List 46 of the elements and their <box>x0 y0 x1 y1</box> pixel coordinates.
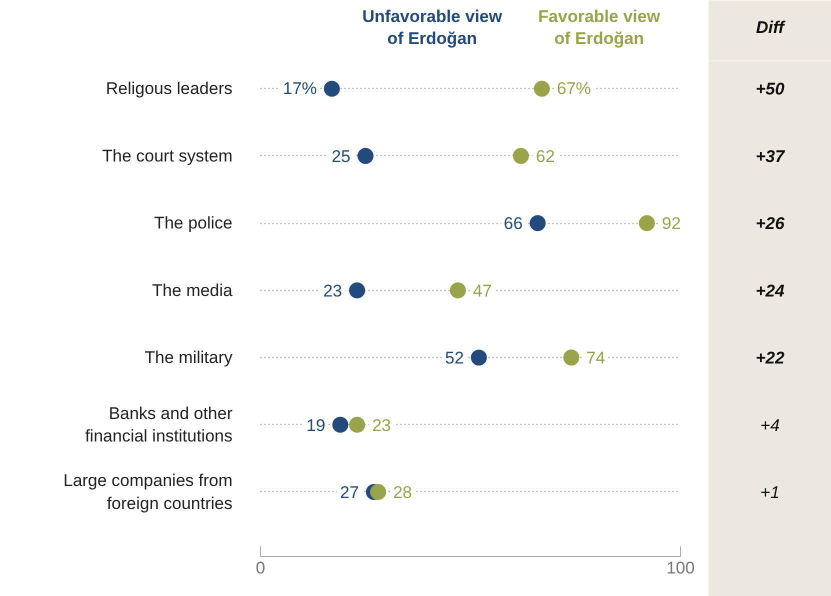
data-label: 74 <box>586 348 606 368</box>
point <box>370 484 386 500</box>
y-tick-label: The court system <box>102 146 233 166</box>
data-label: 52 <box>444 348 464 368</box>
data-label: 23 <box>372 416 392 435</box>
x-tick-label: 0 <box>256 558 266 578</box>
y-tick-label: The police <box>154 214 233 233</box>
y-tick-label: The media <box>152 280 234 300</box>
data-label: 17% <box>282 79 317 98</box>
series-label: Favorable view of Erdoğan <box>538 7 661 48</box>
text: +24 <box>756 281 785 300</box>
text: Diff <box>756 18 786 37</box>
data-label: 28 <box>393 482 412 502</box>
data-label: 23 <box>323 281 342 300</box>
x-tick-label: 100 <box>666 558 695 578</box>
data-label: 19 <box>306 416 326 435</box>
y-tick-label: Banks and other financial institutions <box>85 404 233 446</box>
text: +22 <box>756 348 785 368</box>
text: +50 <box>756 80 785 99</box>
point <box>534 80 550 97</box>
data-label: 66 <box>504 214 523 234</box>
data-label: 62 <box>536 146 555 166</box>
point <box>512 148 529 164</box>
point <box>530 215 546 232</box>
data-label: 67% <box>556 79 591 98</box>
y-tick-label: Religous leaders <box>106 79 233 98</box>
text: +37 <box>756 146 786 166</box>
point <box>324 80 340 97</box>
point <box>358 148 374 164</box>
point <box>349 416 366 433</box>
point <box>450 282 466 298</box>
y-tick-label: The military <box>144 348 233 368</box>
data-label: 47 <box>472 281 492 300</box>
data-label: 25 <box>332 146 351 166</box>
point <box>349 282 366 298</box>
point <box>332 416 348 433</box>
text: Unfavorable view of Erdoğan <box>362 7 503 48</box>
data-label: 92 <box>662 214 681 234</box>
text: +26 <box>756 214 785 234</box>
text: +1 <box>760 482 780 502</box>
point <box>563 350 580 366</box>
y-tick-label: Large companies from foreign countries <box>63 471 233 513</box>
data-label: 27 <box>340 482 359 502</box>
point <box>470 350 487 366</box>
point <box>638 215 655 232</box>
text: +4 <box>760 416 780 435</box>
